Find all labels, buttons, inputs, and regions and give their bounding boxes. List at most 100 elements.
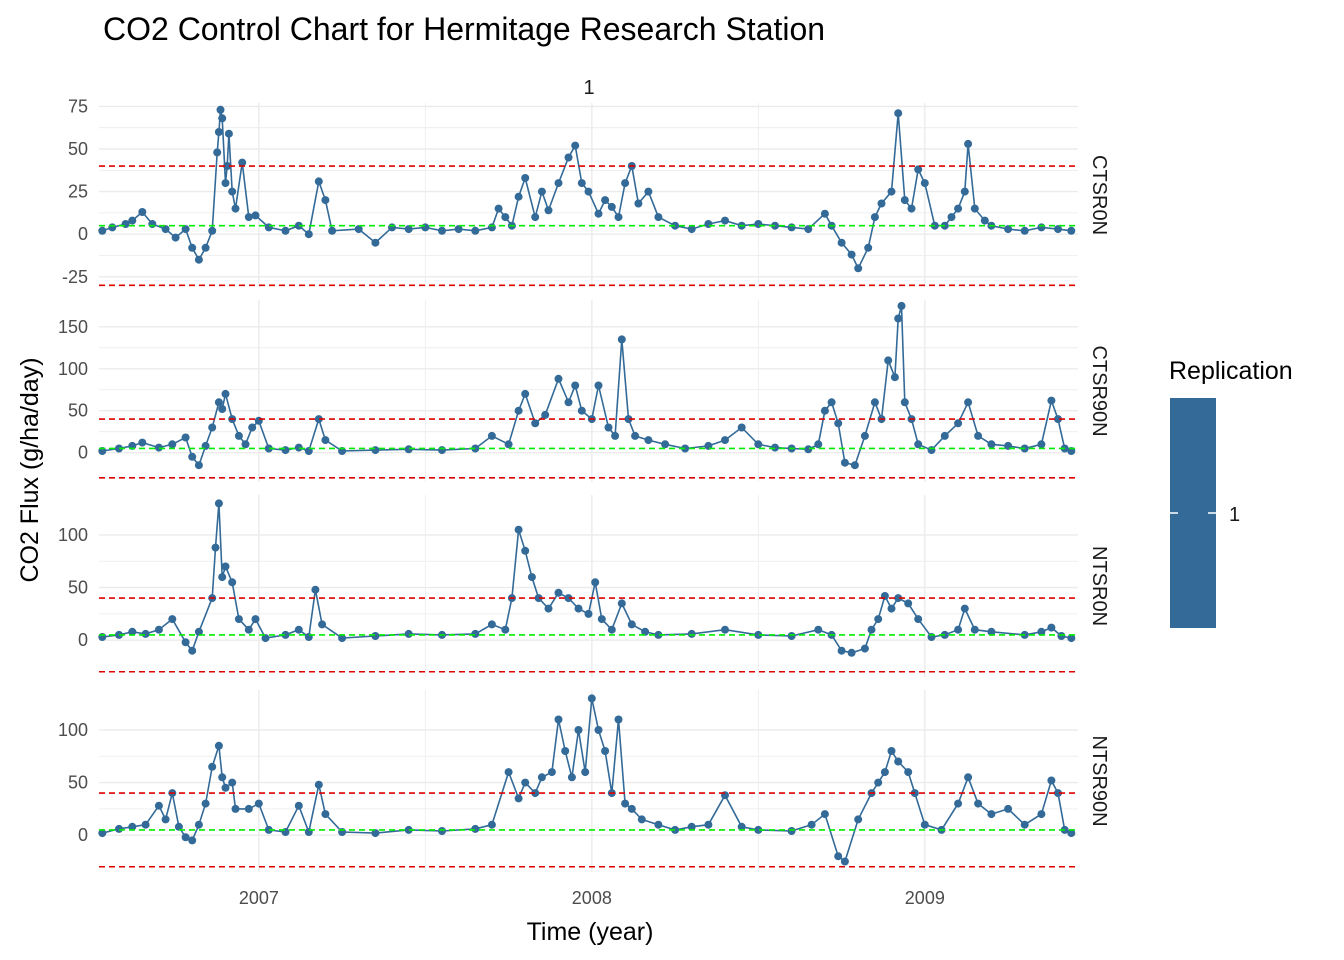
flux-data-point [314, 780, 323, 789]
flux-data-point [521, 778, 530, 787]
flux-data-point [154, 625, 163, 634]
flux-data-point [168, 615, 177, 624]
flux-data-point [914, 165, 923, 174]
flux-data-point [438, 827, 446, 835]
flux-data-point [974, 431, 983, 440]
flux-data-point [314, 415, 323, 424]
flux-data-point [188, 836, 197, 845]
flux-data-point [894, 594, 903, 603]
flux-data-point [847, 250, 856, 259]
flux-data-point [1047, 776, 1056, 785]
flux-data-point [721, 625, 729, 634]
flux-data-point [721, 436, 729, 445]
flux-data-point [864, 243, 873, 252]
flux-data-point [644, 436, 653, 445]
flux-data-point [514, 192, 523, 201]
y-tick-label: 50 [68, 139, 88, 159]
flux-data-point [897, 301, 906, 310]
flux-data-point [188, 243, 197, 252]
flux-data-point [894, 314, 903, 323]
flux-data-point [1004, 225, 1013, 234]
flux-data-point [681, 444, 690, 453]
flux-data-point [850, 461, 859, 470]
flux-data-point [264, 223, 273, 232]
flux-data-point [601, 196, 610, 205]
flux-data-point [754, 220, 763, 228]
flux-data-point [671, 221, 680, 230]
flux-data-point [617, 335, 626, 344]
flux-data-point [987, 440, 996, 449]
flux-data-point [238, 158, 247, 167]
flux-data-point [594, 209, 603, 218]
flux-data-point [501, 213, 510, 222]
flux-data-point [115, 824, 123, 833]
chart-title: CO2 Control Chart for Hermitage Research… [103, 11, 825, 47]
flux-data-point [248, 423, 257, 432]
flux-data-point [787, 223, 796, 232]
flux-data-point [860, 644, 869, 653]
flux-data-point [771, 443, 779, 452]
flux-data-point [211, 543, 220, 552]
flux-data-point [827, 398, 836, 407]
flux-data-point [874, 615, 883, 624]
flux-data-point [188, 452, 197, 461]
flux-data-point [194, 255, 203, 264]
flux-data-point [584, 187, 593, 196]
flux-data-point [987, 810, 996, 819]
flux-data-point [960, 187, 969, 196]
flux-data-point [521, 546, 530, 555]
panel-ntsr90n: 0 50 100 NTSR90N [58, 690, 1110, 872]
flux-data-point [148, 220, 157, 228]
flux-data-point [154, 801, 163, 810]
flux-data-point [564, 594, 573, 603]
flux-data-point [847, 648, 856, 657]
flux-data-point [521, 174, 530, 182]
flux-data-point [108, 223, 117, 232]
flux-data-point [787, 632, 796, 640]
flux-data-point [904, 599, 913, 608]
flux-data-point [251, 211, 260, 220]
legend-label: 1 [1229, 504, 1240, 526]
flux-data-point [261, 634, 270, 643]
flux-data-point [201, 799, 210, 808]
flux-data-point [514, 794, 523, 803]
flux-data-point [571, 381, 580, 390]
flux-data-point [371, 829, 380, 838]
flux-data-point [594, 726, 603, 734]
flux-data-point [564, 153, 573, 162]
flux-data-point [224, 129, 233, 138]
flux-data-point [574, 726, 583, 734]
flux-data-point [471, 824, 480, 833]
flux-data-point [654, 213, 663, 222]
flux-data-point [980, 216, 989, 225]
flux-data-point [947, 213, 956, 222]
y-tick-label: 50 [68, 773, 88, 793]
flux-data-point [964, 398, 973, 407]
flux-data-point [421, 223, 430, 232]
flux-data-point [314, 177, 323, 186]
flux-data-point [504, 768, 513, 777]
flux-data-point [1057, 632, 1066, 640]
flux-data-point [914, 615, 923, 624]
x-tick-label: 2009 [905, 888, 945, 908]
y-tick-label: 100 [58, 720, 88, 740]
flux-data-point [914, 440, 923, 449]
flux-data-point [884, 356, 893, 365]
flux-data-point [867, 625, 876, 634]
flux-data-point [304, 230, 313, 239]
flux-data-point [577, 179, 586, 188]
flux-data-point [1067, 829, 1076, 838]
flux-data-point [594, 381, 603, 390]
flux-data-point [534, 594, 543, 603]
flux-data-point [254, 799, 263, 808]
flux-data-point [404, 825, 413, 834]
flux-data-point [974, 799, 983, 808]
flux-data-point [138, 438, 147, 447]
flux-data-point [1067, 226, 1076, 235]
flux-data-point [687, 822, 696, 831]
flux-data-point [241, 440, 250, 449]
flux-data-point [454, 225, 463, 234]
flux-data-point [1020, 820, 1029, 829]
flux-data-point [900, 196, 909, 205]
